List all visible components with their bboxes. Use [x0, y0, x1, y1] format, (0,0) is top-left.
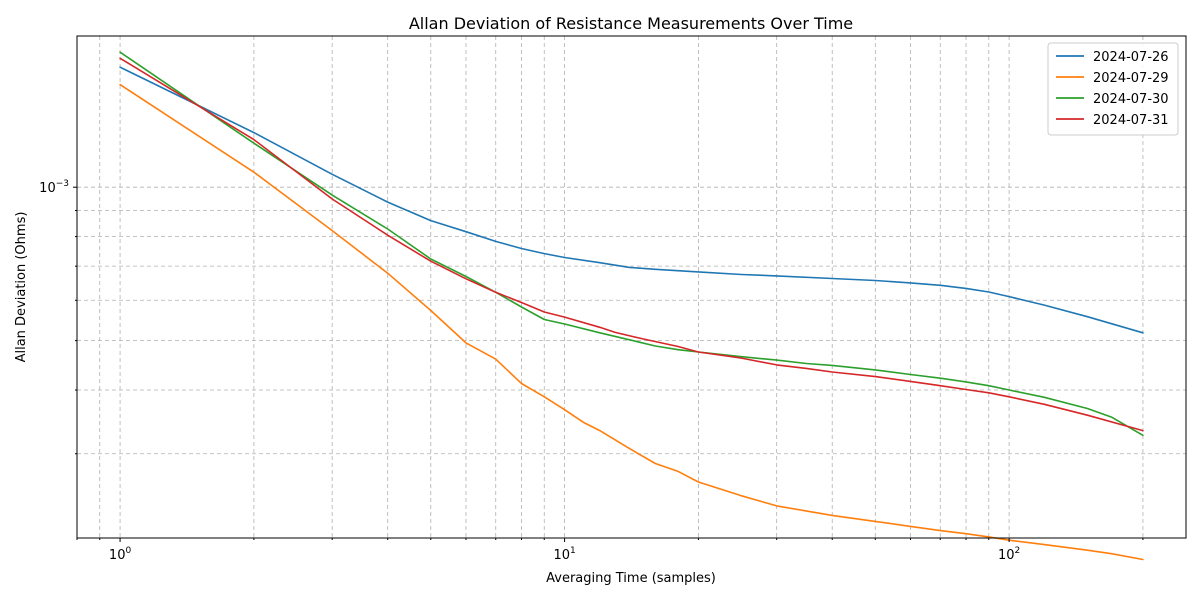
x-tick-label: 100 [109, 546, 132, 563]
plot-area-frame [76, 35, 1187, 539]
legend-box [1047, 42, 1179, 136]
legend-label: 2024-07-26 [1093, 50, 1169, 65]
y-axis-label: Allan Deviation (Ohms) [14, 212, 29, 363]
series-line-2024-07-31 [119, 57, 1144, 432]
legend-label: 2024-07-30 [1093, 92, 1169, 107]
axis-ticks: 100 101 102 10−3 [39, 179, 1144, 563]
x-axis-label: Averaging Time (samples) [546, 571, 716, 586]
legend-label: 2024-07-31 [1093, 113, 1169, 128]
x-tick-label: 102 [998, 546, 1020, 563]
legend-label: 2024-07-29 [1093, 71, 1169, 86]
y-tick-label: 10−3 [39, 179, 69, 196]
legend: 2024-07-26 2024-07-29 2024-07-30 2024-07-31 [1047, 42, 1179, 136]
x-tick-label: 101 [553, 546, 575, 563]
chart-title: Allan Deviation of Resistance Measuremen… [409, 14, 853, 33]
series-line-2024-07-26 [119, 66, 1144, 334]
